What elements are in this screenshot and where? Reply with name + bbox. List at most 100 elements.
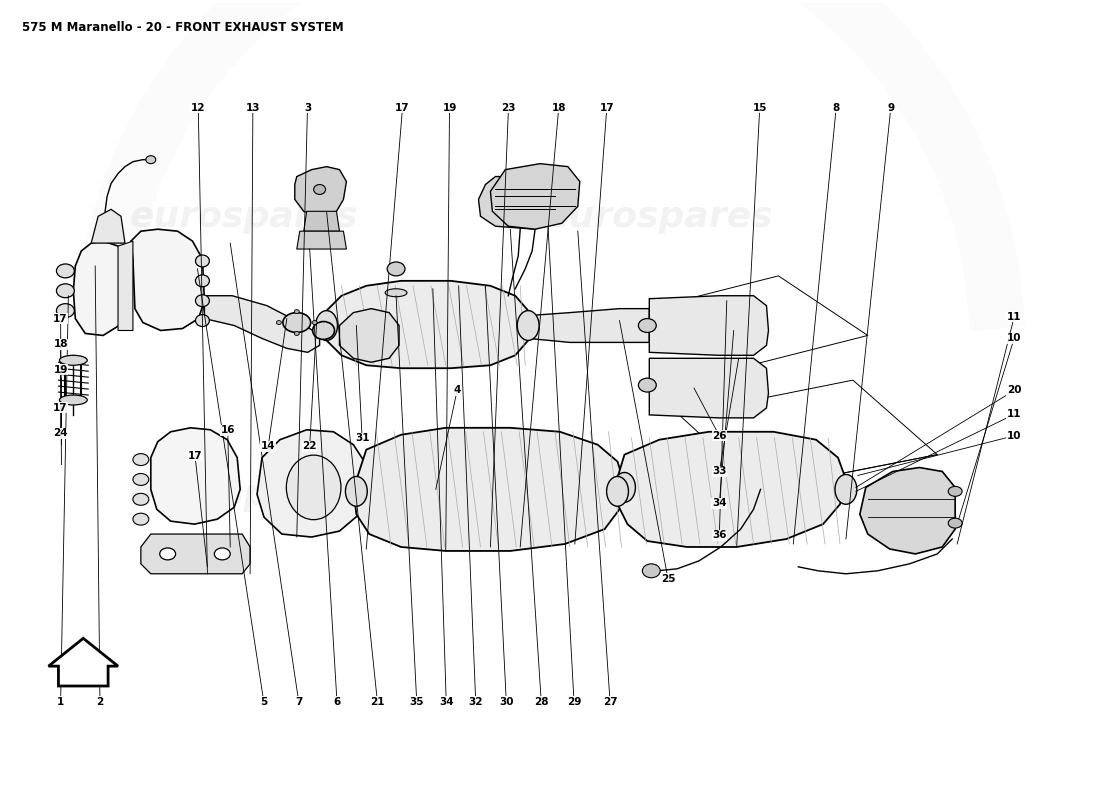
Polygon shape xyxy=(297,231,346,249)
Text: 5: 5 xyxy=(261,697,267,707)
Ellipse shape xyxy=(133,514,148,525)
Text: 12: 12 xyxy=(191,102,206,113)
Ellipse shape xyxy=(948,518,962,528)
Ellipse shape xyxy=(196,314,209,326)
Text: 2: 2 xyxy=(97,697,103,707)
Ellipse shape xyxy=(133,454,148,466)
Ellipse shape xyxy=(196,294,209,306)
Text: eurospares: eurospares xyxy=(130,478,359,512)
Ellipse shape xyxy=(276,321,282,325)
Ellipse shape xyxy=(283,313,310,333)
Text: 27: 27 xyxy=(603,697,617,707)
Text: 14: 14 xyxy=(261,441,275,451)
Text: 19: 19 xyxy=(442,102,456,113)
Ellipse shape xyxy=(638,318,657,333)
Ellipse shape xyxy=(59,355,87,366)
Text: 8: 8 xyxy=(833,102,839,113)
Ellipse shape xyxy=(133,494,148,506)
Text: 29: 29 xyxy=(566,697,581,707)
Text: 17: 17 xyxy=(53,314,68,324)
Ellipse shape xyxy=(387,262,405,276)
Ellipse shape xyxy=(286,455,341,520)
Text: 10: 10 xyxy=(1006,333,1022,343)
Polygon shape xyxy=(91,210,125,243)
Text: 9: 9 xyxy=(888,102,894,113)
Ellipse shape xyxy=(314,185,326,194)
Ellipse shape xyxy=(345,477,367,506)
Ellipse shape xyxy=(385,289,407,297)
Ellipse shape xyxy=(295,331,299,335)
Text: 22: 22 xyxy=(302,441,317,451)
Polygon shape xyxy=(151,428,240,524)
Text: 4: 4 xyxy=(453,386,461,395)
Polygon shape xyxy=(141,534,250,574)
Polygon shape xyxy=(304,211,340,231)
Polygon shape xyxy=(649,296,769,355)
Polygon shape xyxy=(528,309,649,342)
Ellipse shape xyxy=(146,156,156,164)
Text: 17: 17 xyxy=(53,403,68,413)
Text: 26: 26 xyxy=(712,430,727,441)
Text: 34: 34 xyxy=(439,697,453,707)
Polygon shape xyxy=(131,229,205,330)
Ellipse shape xyxy=(196,255,209,267)
Polygon shape xyxy=(340,309,399,362)
Text: 1: 1 xyxy=(57,697,64,707)
Ellipse shape xyxy=(133,474,148,486)
Text: 36: 36 xyxy=(712,530,727,540)
Ellipse shape xyxy=(517,310,539,341)
Polygon shape xyxy=(257,430,370,537)
Text: 13: 13 xyxy=(245,102,260,113)
Text: 17: 17 xyxy=(395,102,410,113)
Text: 33: 33 xyxy=(712,466,727,477)
Text: 32: 32 xyxy=(469,697,483,707)
Text: 6: 6 xyxy=(333,697,341,707)
Ellipse shape xyxy=(59,395,87,405)
Text: 35: 35 xyxy=(409,697,424,707)
Polygon shape xyxy=(649,358,769,418)
Text: 34: 34 xyxy=(712,498,727,508)
Text: 31: 31 xyxy=(355,433,370,443)
Ellipse shape xyxy=(56,304,75,318)
Polygon shape xyxy=(295,166,346,216)
Text: eurospares: eurospares xyxy=(130,200,359,234)
Ellipse shape xyxy=(606,477,628,506)
Text: 16: 16 xyxy=(220,425,235,435)
Ellipse shape xyxy=(316,310,338,341)
Text: eurospares: eurospares xyxy=(544,478,773,512)
Polygon shape xyxy=(118,241,133,330)
Text: 18: 18 xyxy=(54,339,68,350)
Text: 10: 10 xyxy=(1006,430,1022,441)
Text: 575 M Maranello - 20 - FRONT EXHAUST SYSTEM: 575 M Maranello - 20 - FRONT EXHAUST SYS… xyxy=(22,21,343,34)
Text: 3: 3 xyxy=(304,102,311,113)
Ellipse shape xyxy=(56,264,75,278)
Text: 30: 30 xyxy=(499,697,514,707)
Text: 17: 17 xyxy=(600,102,614,113)
Text: eurospares: eurospares xyxy=(544,200,773,234)
Polygon shape xyxy=(617,432,846,547)
Ellipse shape xyxy=(948,486,962,496)
Text: 11: 11 xyxy=(1006,410,1022,419)
Polygon shape xyxy=(353,428,625,551)
Ellipse shape xyxy=(614,473,636,502)
Polygon shape xyxy=(205,296,320,352)
Polygon shape xyxy=(478,177,565,229)
Text: 23: 23 xyxy=(502,102,516,113)
Polygon shape xyxy=(491,164,580,229)
Text: 24: 24 xyxy=(53,428,68,438)
Ellipse shape xyxy=(642,564,660,578)
Ellipse shape xyxy=(295,310,299,314)
Text: 21: 21 xyxy=(371,697,385,707)
Ellipse shape xyxy=(56,284,75,298)
Ellipse shape xyxy=(835,474,857,504)
Ellipse shape xyxy=(312,321,317,325)
Text: 28: 28 xyxy=(534,697,549,707)
Polygon shape xyxy=(860,467,955,554)
Text: 18: 18 xyxy=(551,102,566,113)
Ellipse shape xyxy=(214,548,230,560)
Ellipse shape xyxy=(312,322,334,339)
Ellipse shape xyxy=(196,275,209,286)
Text: 11: 11 xyxy=(1006,311,1022,322)
Polygon shape xyxy=(74,241,125,335)
Text: 25: 25 xyxy=(661,574,675,584)
